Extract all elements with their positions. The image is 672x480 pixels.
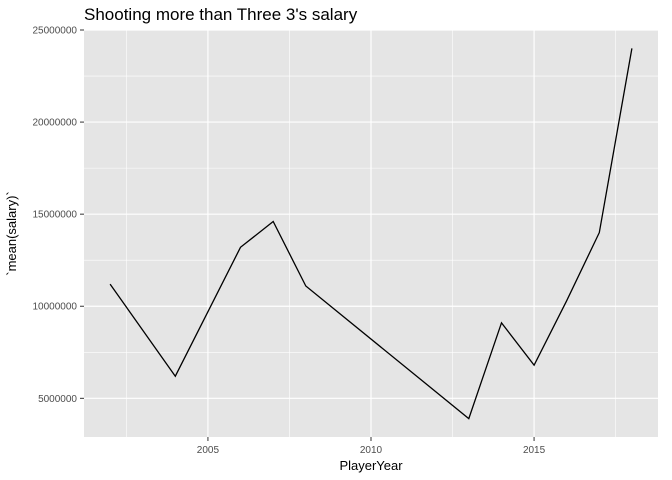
x-tick-label: 2010 (360, 445, 383, 456)
y-tick-label: 20000000 (33, 118, 78, 129)
x-axis-title: PlayerYear (339, 458, 403, 473)
y-tick-label: 10000000 (33, 302, 78, 313)
y-axis-ticks: 5000000 10000000 15000000 20000000 25000000 (33, 26, 84, 405)
x-tick-label: 2005 (197, 445, 220, 456)
x-tick-label: 2015 (523, 445, 546, 456)
x-axis-ticks: 2005 2010 2015 (197, 437, 546, 456)
series-line (109, 48, 633, 420)
y-tick-label: 15000000 (33, 210, 78, 221)
y-tick-label: 25000000 (33, 26, 78, 37)
y-tick-label: 5000000 (38, 394, 77, 405)
y-axis-title: `mean(salary)` (4, 191, 19, 276)
chart-title: Shooting more than Three 3's salary (84, 5, 358, 24)
grid-major (84, 29, 658, 437)
